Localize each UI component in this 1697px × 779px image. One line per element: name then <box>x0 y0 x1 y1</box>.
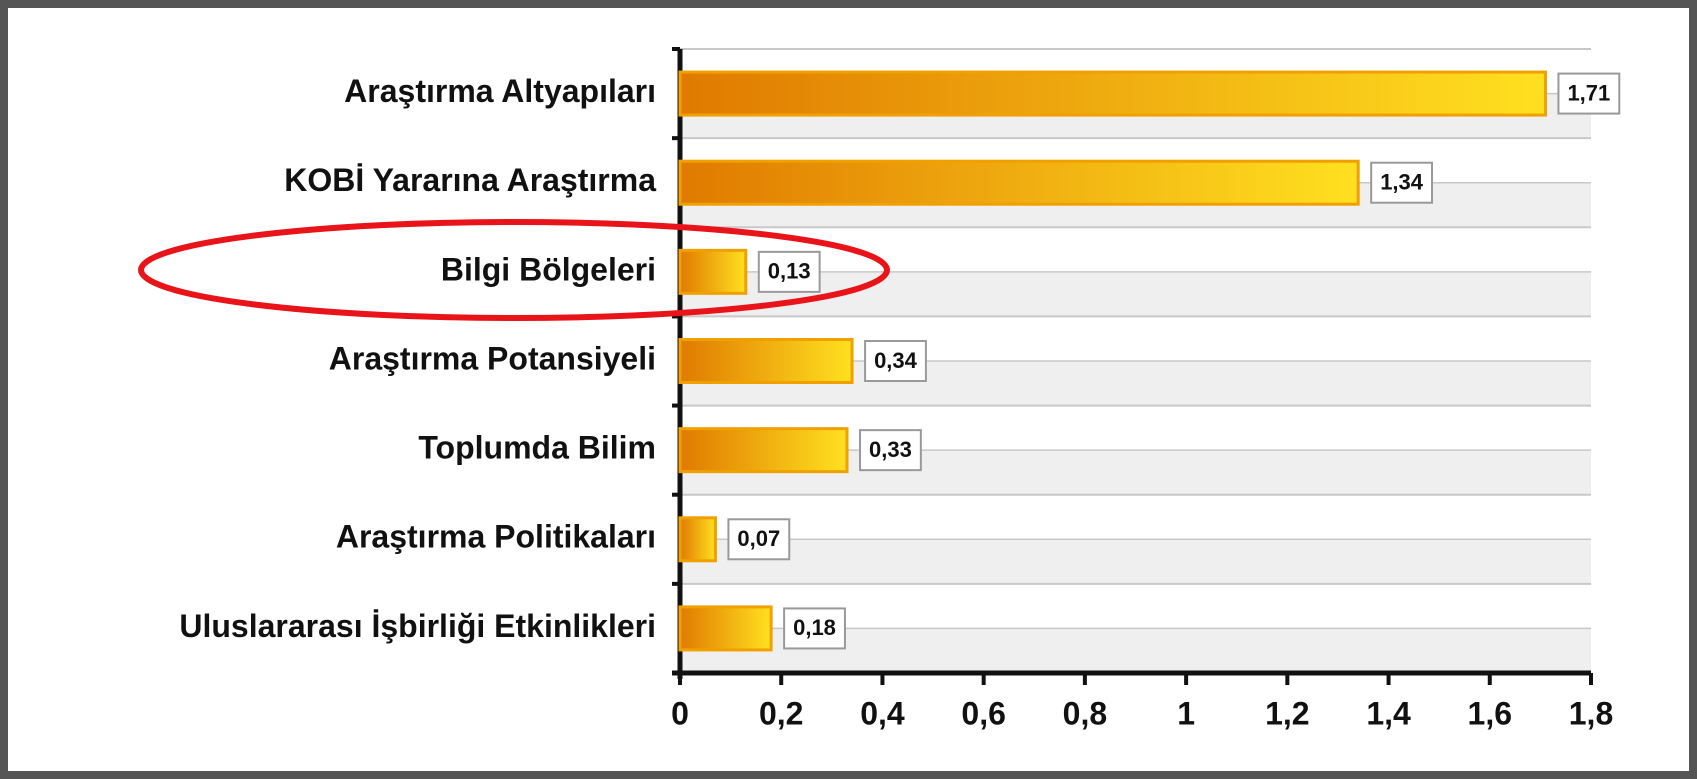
y-tick-label: Bilgi Bölgeleri <box>441 251 656 287</box>
bar <box>678 159 1360 206</box>
bar <box>678 338 854 384</box>
value-label: 0,34 <box>874 348 918 373</box>
x-tick-label: 1,2 <box>1265 695 1309 731</box>
x-tick-label: 1,4 <box>1366 695 1411 731</box>
value-label: 0,18 <box>793 615 836 640</box>
highlight-ellipse <box>138 219 890 321</box>
y-tick-label: Toplumda Bilim <box>418 430 656 466</box>
y-tick-label: Araştırma Potansiyeli <box>329 340 656 376</box>
value-label: 1,34 <box>1380 170 1424 195</box>
value-label: 0,33 <box>869 437 912 462</box>
value-label-box <box>1557 72 1621 115</box>
value-label-box <box>859 429 922 472</box>
value-label: 1,71 <box>1567 80 1610 105</box>
x-tick-label: 0,6 <box>961 695 1005 731</box>
x-tick-label: 0,2 <box>759 695 803 731</box>
bar <box>678 516 717 563</box>
y-tick-label: KOBİ Yararına Araştırma <box>284 162 656 198</box>
y-tick-label: Araştırma Altyapıları <box>344 73 656 109</box>
x-tick-label: 0 <box>671 695 689 731</box>
bar <box>678 248 748 295</box>
y-tick-label: Uluslararası İşbirliği Etkinlikleri <box>179 608 656 644</box>
value-label-box <box>864 340 927 382</box>
row-band <box>680 539 1591 584</box>
bar <box>678 605 773 652</box>
x-tick-label: 1,8 <box>1569 695 1613 731</box>
value-label-box <box>727 518 791 561</box>
x-tick-label: 0,8 <box>1063 695 1107 731</box>
bar <box>678 427 849 474</box>
x-tick-label: 1,6 <box>1468 695 1512 731</box>
value-label-box <box>1370 161 1434 204</box>
value-label: 0,13 <box>768 259 811 284</box>
value-label: 0,07 <box>737 526 780 551</box>
x-tick-label: 1 <box>1177 695 1195 731</box>
y-tick-label: Araştırma Politikaları <box>336 519 656 555</box>
value-label-box <box>757 250 821 293</box>
value-label-box <box>783 607 846 650</box>
x-tick-label: 0,4 <box>860 695 905 731</box>
bar <box>678 70 1547 117</box>
